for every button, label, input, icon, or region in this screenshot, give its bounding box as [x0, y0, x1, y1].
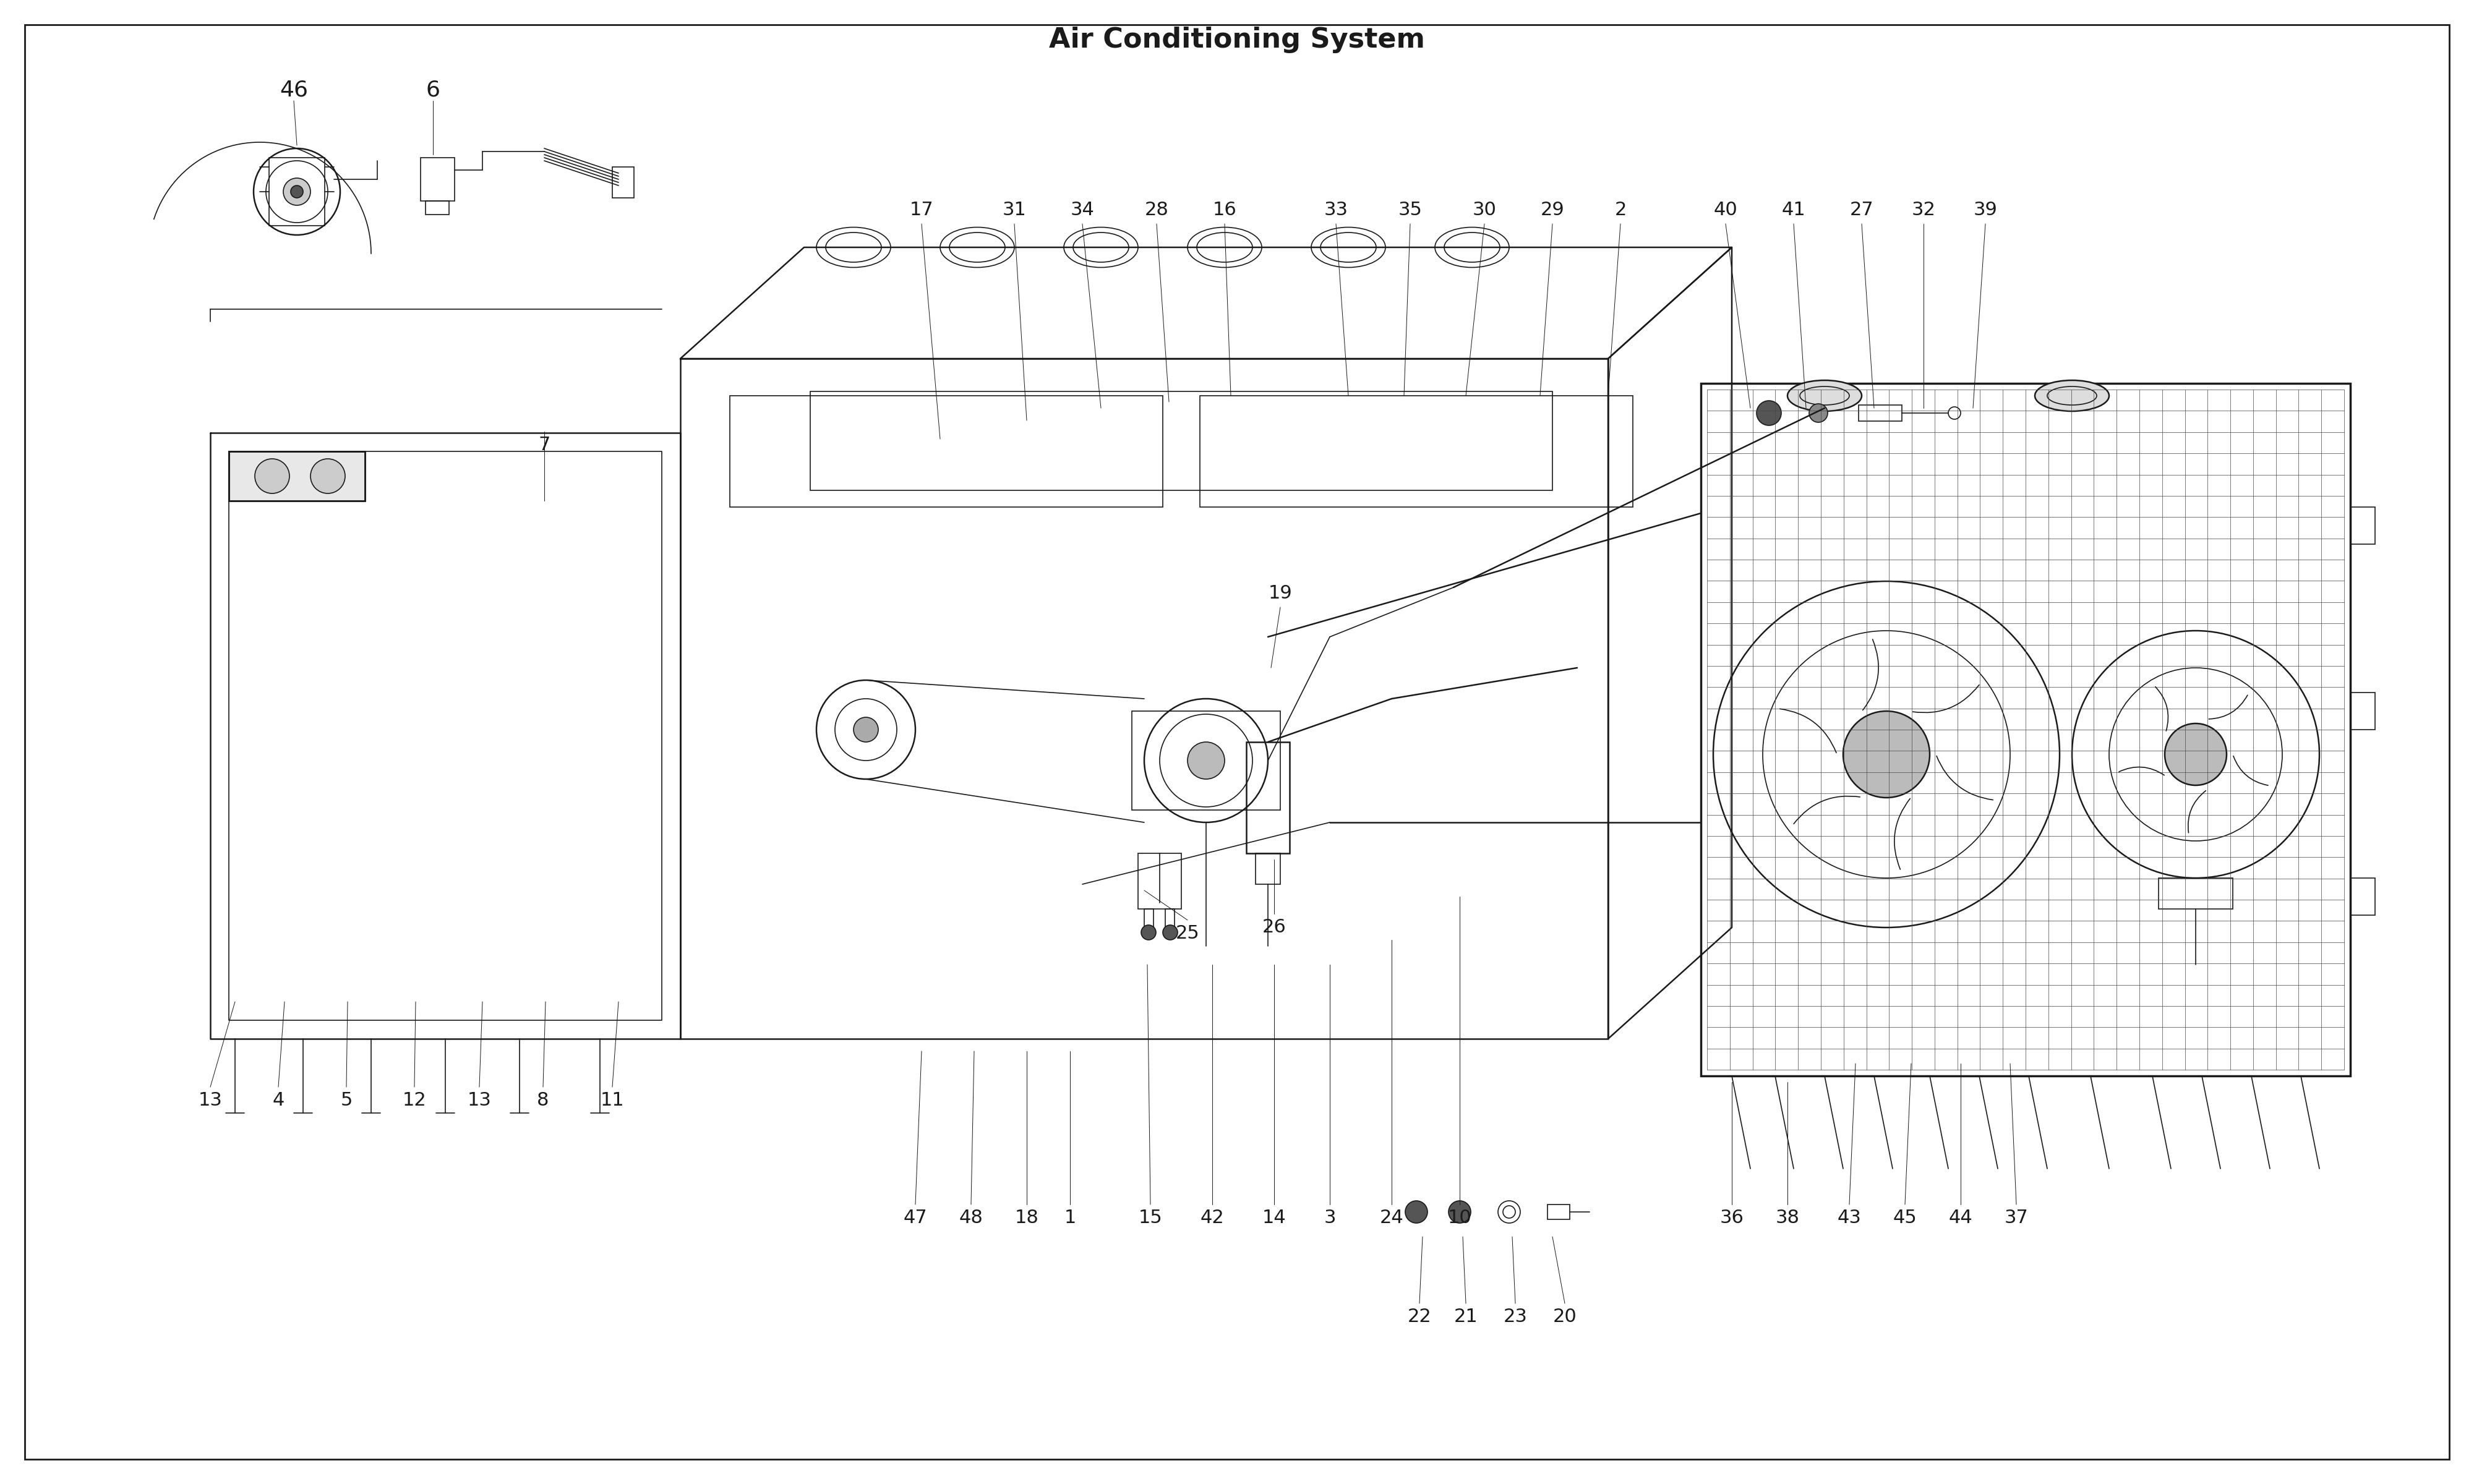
Circle shape [1843, 711, 1930, 798]
Text: 6: 6 [426, 79, 440, 99]
Text: 43: 43 [1838, 1209, 1860, 1227]
Text: Air Conditioning System: Air Conditioning System [1049, 27, 1425, 53]
Bar [270, 157, 324, 226]
Text: 35: 35 [1398, 202, 1423, 220]
Ellipse shape [1188, 742, 1225, 779]
Bar [1549, 1205, 1571, 1220]
Text: 13: 13 [198, 1092, 223, 1110]
Bar [1702, 383, 2350, 1076]
Text: 39: 39 [1974, 202, 1997, 220]
Text: 5: 5 [341, 1092, 351, 1110]
Ellipse shape [2034, 380, 2108, 411]
Bar [1165, 908, 1175, 927]
Text: 3: 3 [1324, 1209, 1336, 1227]
Text: 28: 28 [1145, 202, 1168, 220]
Ellipse shape [854, 717, 878, 742]
Bar [1257, 853, 1282, 884]
Text: 4: 4 [272, 1092, 285, 1110]
Text: 19: 19 [1269, 585, 1291, 603]
Circle shape [2165, 723, 2227, 785]
Text: 32: 32 [1912, 202, 1935, 220]
Bar [1200, 396, 1633, 508]
Text: 12: 12 [403, 1092, 426, 1110]
Text: 45: 45 [1893, 1209, 1917, 1227]
Text: 14: 14 [1262, 1209, 1286, 1227]
Bar [2350, 879, 2375, 916]
Text: 37: 37 [2004, 1209, 2029, 1227]
Text: 13: 13 [468, 1092, 492, 1110]
Bar [228, 451, 366, 500]
Circle shape [292, 186, 302, 197]
Text: 40: 40 [1714, 202, 1737, 220]
Text: 46: 46 [280, 79, 307, 99]
Bar [730, 396, 1163, 508]
Circle shape [1450, 1201, 1470, 1223]
Circle shape [282, 178, 312, 205]
Text: 7: 7 [539, 436, 549, 454]
Circle shape [1808, 404, 1828, 423]
Text: 48: 48 [960, 1209, 982, 1227]
Ellipse shape [1786, 380, 1863, 411]
Text: 15: 15 [1138, 1209, 1163, 1227]
Text: 22: 22 [1408, 1307, 1432, 1327]
Circle shape [1163, 925, 1178, 939]
Text: 16: 16 [1212, 202, 1237, 220]
Text: 33: 33 [1324, 202, 1348, 220]
Bar [1858, 405, 1903, 421]
Text: 25: 25 [1175, 925, 1200, 942]
Text: 26: 26 [1262, 919, 1286, 936]
Text: 36: 36 [1719, 1209, 1744, 1227]
Circle shape [1757, 401, 1781, 426]
Text: 34: 34 [1071, 202, 1094, 220]
Text: 30: 30 [1472, 202, 1497, 220]
Text: 10: 10 [1447, 1209, 1472, 1227]
Circle shape [1405, 1201, 1427, 1223]
Text: 8: 8 [537, 1092, 549, 1110]
Text: 2: 2 [1616, 202, 1625, 220]
Bar [1138, 853, 1183, 908]
Bar [811, 392, 1554, 490]
Text: 44: 44 [1950, 1209, 1972, 1227]
Text: 18: 18 [1014, 1209, 1039, 1227]
Text: 20: 20 [1554, 1307, 1576, 1327]
Text: 24: 24 [1380, 1209, 1403, 1227]
Bar [614, 166, 633, 197]
Bar [2157, 879, 2232, 908]
Bar [228, 451, 366, 500]
Text: 11: 11 [601, 1092, 623, 1110]
Text: 41: 41 [1781, 202, 1806, 220]
Text: 29: 29 [1541, 202, 1564, 220]
Text: 17: 17 [910, 202, 933, 220]
Circle shape [255, 459, 289, 493]
Bar [1247, 742, 1289, 853]
Text: 21: 21 [1455, 1307, 1477, 1327]
Bar [1143, 908, 1153, 927]
Text: 27: 27 [1851, 202, 1873, 220]
Text: 38: 38 [1776, 1209, 1799, 1227]
Bar [426, 200, 450, 215]
Text: 1: 1 [1064, 1209, 1076, 1227]
Circle shape [1141, 925, 1155, 939]
Bar [2350, 693, 2375, 730]
Text: 42: 42 [1200, 1209, 1225, 1227]
Text: 47: 47 [903, 1209, 928, 1227]
Bar [421, 157, 455, 200]
Text: 23: 23 [1504, 1307, 1526, 1327]
Circle shape [312, 459, 346, 493]
Bar [1133, 711, 1282, 810]
Bar [2350, 508, 2375, 545]
Text: 31: 31 [1002, 202, 1027, 220]
